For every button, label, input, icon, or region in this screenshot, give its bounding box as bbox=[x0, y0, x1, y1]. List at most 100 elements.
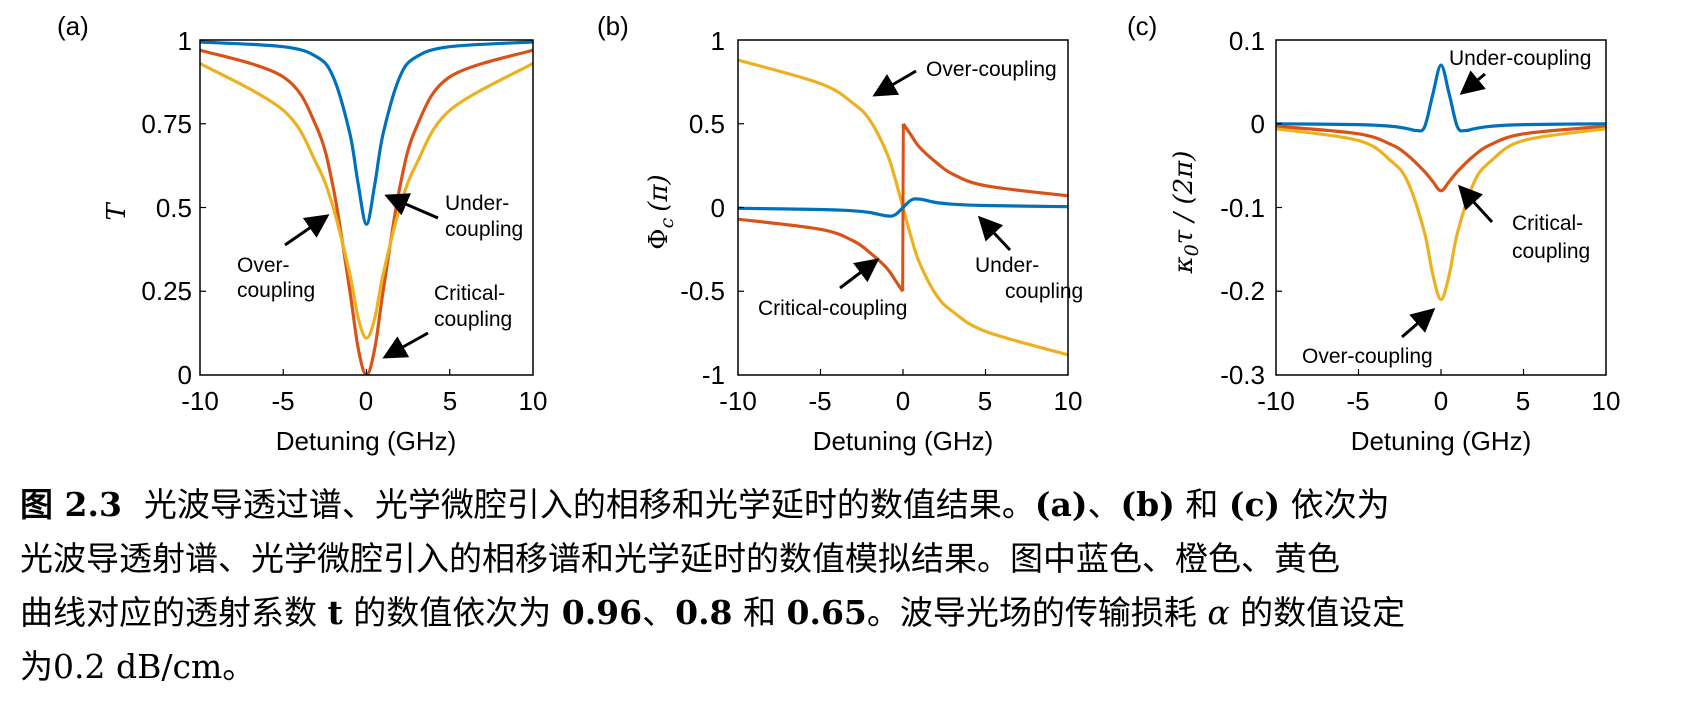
x-tick-label: 10 bbox=[1592, 386, 1621, 416]
x-tick-label: -10 bbox=[181, 386, 219, 416]
panel-b: (b) -1 -0.5 0 0.5 1 -10 -5 0 5 10 Detuni… bbox=[597, 11, 1083, 456]
panel-b-xticks: -10 -5 0 5 10 bbox=[719, 386, 1082, 416]
caption-label: 图 2.3 bbox=[20, 485, 122, 524]
panel-c-xticks: -10 -5 0 5 10 bbox=[1257, 386, 1620, 416]
x-tick-label: -10 bbox=[1257, 386, 1295, 416]
panel-a-xticks: -10 -5 0 5 10 bbox=[181, 386, 547, 416]
panel-a-annotations: Under-coupling Over-coupling Critical-co… bbox=[237, 192, 523, 359]
caption-text: 、 bbox=[1087, 485, 1121, 524]
panel-b-yticks: -1 -0.5 0 0.5 1 bbox=[680, 26, 725, 390]
panel-b-label: (b) bbox=[597, 11, 629, 41]
caption-symbol-alpha: α bbox=[1207, 593, 1230, 632]
panel-a: (a) 0 0.25 0.5 0.75 1 -10 -5 0 5 10 Detu… bbox=[57, 11, 547, 456]
arrow-under-coupling bbox=[1459, 70, 1486, 95]
y-tick-label: 0.25 bbox=[141, 276, 192, 306]
annotation-over-coupling: Over-coupling bbox=[237, 254, 315, 302]
annotation-critical-coupling: Critical-coupling bbox=[1512, 212, 1590, 263]
x-tick-label: -10 bbox=[719, 386, 757, 416]
x-tick-label: -5 bbox=[1346, 386, 1369, 416]
x-axis-label: Detuning (GHz) bbox=[1351, 426, 1532, 456]
y-tick-label: 0 bbox=[711, 193, 725, 223]
caption-ref-a: (a) bbox=[1034, 485, 1088, 524]
panel-c-axes-box bbox=[1275, 39, 1607, 376]
y-tick-label: 0 bbox=[178, 360, 192, 390]
x-tick-label: 5 bbox=[1516, 386, 1530, 416]
y-tick-label: 1 bbox=[178, 26, 192, 56]
caption-text: 和 bbox=[732, 593, 787, 632]
y-tick-label: 1 bbox=[711, 26, 725, 56]
y-tick-label: -0.2 bbox=[1220, 276, 1265, 306]
y-axis-label: Φc(π) bbox=[644, 174, 678, 249]
y-tick-label: 0.1 bbox=[1229, 26, 1265, 56]
panel-b-annotations: Over-coupling Under-coupling Critical-co… bbox=[758, 58, 1083, 320]
annotation-under-coupling: Under-coupling bbox=[1449, 47, 1591, 70]
x-tick-label: 0 bbox=[359, 386, 373, 416]
series-line-orange bbox=[200, 48, 533, 375]
caption-value: 0.65 bbox=[786, 593, 867, 632]
x-axis-label: Detuning (GHz) bbox=[813, 426, 994, 456]
annotation-under-coupling: Under-coupling bbox=[975, 254, 1083, 303]
series-line-orange bbox=[1276, 124, 1606, 193]
arrow-critical-coupling bbox=[839, 258, 880, 290]
annotation-over-coupling: Over-coupling bbox=[1302, 345, 1433, 368]
annotation-under-coupling: Under-coupling bbox=[445, 192, 523, 241]
caption-value: 0.96 bbox=[561, 593, 643, 632]
series-line-blue bbox=[738, 197, 1068, 218]
x-tick-label: 5 bbox=[443, 386, 457, 416]
x-tick-label: 0 bbox=[1434, 386, 1448, 416]
annotation-critical-coupling: Critical-coupling bbox=[758, 297, 907, 320]
series-line-orange bbox=[738, 217, 905, 293]
caption-ref-c: (c) bbox=[1228, 485, 1281, 524]
caption-ref-b: (b) bbox=[1120, 485, 1175, 524]
panel-c-ticks bbox=[1276, 123, 1525, 375]
panel-c-label: (c) bbox=[1127, 11, 1157, 41]
annotation-over-coupling: Over-coupling bbox=[926, 58, 1057, 81]
caption-text: 曲线对应的透射系数 bbox=[20, 593, 328, 632]
caption-line-2: 光波导透射谱、光学微腔引入的相移谱和光学延时的数值模拟结果。图中蓝色、橙色、黄色 bbox=[20, 539, 1340, 578]
x-tick-label: 5 bbox=[978, 386, 992, 416]
x-tick-label: 0 bbox=[896, 386, 910, 416]
arrow-over-coupling bbox=[872, 69, 917, 97]
panel-c-curves bbox=[1276, 63, 1606, 302]
caption-text: 、 bbox=[642, 593, 676, 632]
series-line-yellow bbox=[200, 62, 533, 340]
caption-line-4: 为0.2 dB/cm。 bbox=[20, 647, 256, 686]
panel-a-label: (a) bbox=[57, 11, 89, 41]
arrow-under-coupling bbox=[977, 215, 1012, 252]
y-tick-label: -0.3 bbox=[1220, 360, 1265, 390]
panel-a-ticks bbox=[200, 39, 451, 375]
y-tick-label: -0.1 bbox=[1220, 193, 1265, 223]
arrow-under-coupling bbox=[384, 193, 439, 220]
panel-c-yticks: -0.3 -0.2 -0.1 0 0.1 bbox=[1220, 26, 1265, 390]
figure-caption: 图 2.3 光波导透过谱、光学微腔引入的相移和光学延时的数值结果。(a)、(b) … bbox=[20, 478, 1670, 694]
y-axis-label: T bbox=[102, 202, 132, 221]
panel-c-annotations: Under-coupling Critical-coupling Over-co… bbox=[1302, 47, 1591, 368]
x-tick-label: 10 bbox=[519, 386, 548, 416]
series-line-blue bbox=[1276, 63, 1606, 133]
x-tick-label: 10 bbox=[1054, 386, 1083, 416]
arrow-critical-coupling bbox=[1457, 184, 1494, 224]
panel-b-curves bbox=[738, 58, 1068, 357]
caption-symbol-t: t bbox=[327, 593, 343, 632]
caption-text: 。波导光场的传输损耗 bbox=[866, 593, 1208, 632]
y-tick-label: 0.5 bbox=[156, 193, 192, 223]
caption-line-1: 图 2.3 光波导透过谱、光学微腔引入的相移和光学延时的数值结果。(a)、(b) … bbox=[20, 478, 1670, 532]
x-tick-label: -5 bbox=[271, 386, 294, 416]
caption-text: 依次为 bbox=[1280, 485, 1390, 524]
y-tick-label: 0 bbox=[1251, 109, 1265, 139]
y-axis-label: κ0τ / (2π) bbox=[1169, 151, 1203, 275]
panel-a-yticks: 0 0.25 0.5 0.75 1 bbox=[141, 26, 192, 390]
figure-panels: (a) 0 0.25 0.5 0.75 1 -10 -5 0 5 10 Detu… bbox=[57, 11, 1620, 456]
caption-value: 0.8 bbox=[675, 593, 733, 632]
series-line-blue bbox=[200, 40, 533, 226]
panel-b-ticks bbox=[738, 123, 987, 375]
y-tick-label: 0.75 bbox=[141, 109, 192, 139]
caption-text: 和 bbox=[1174, 485, 1229, 524]
caption-text: 的数值设定 bbox=[1229, 593, 1406, 632]
arrow-over-coupling bbox=[284, 214, 330, 247]
x-axis-label: Detuning (GHz) bbox=[276, 426, 457, 456]
arrow-critical-coupling bbox=[382, 331, 429, 359]
y-tick-label: 0.5 bbox=[689, 109, 725, 139]
panel-a-curves bbox=[200, 40, 533, 375]
caption-text: 的数值依次为 bbox=[342, 593, 562, 632]
